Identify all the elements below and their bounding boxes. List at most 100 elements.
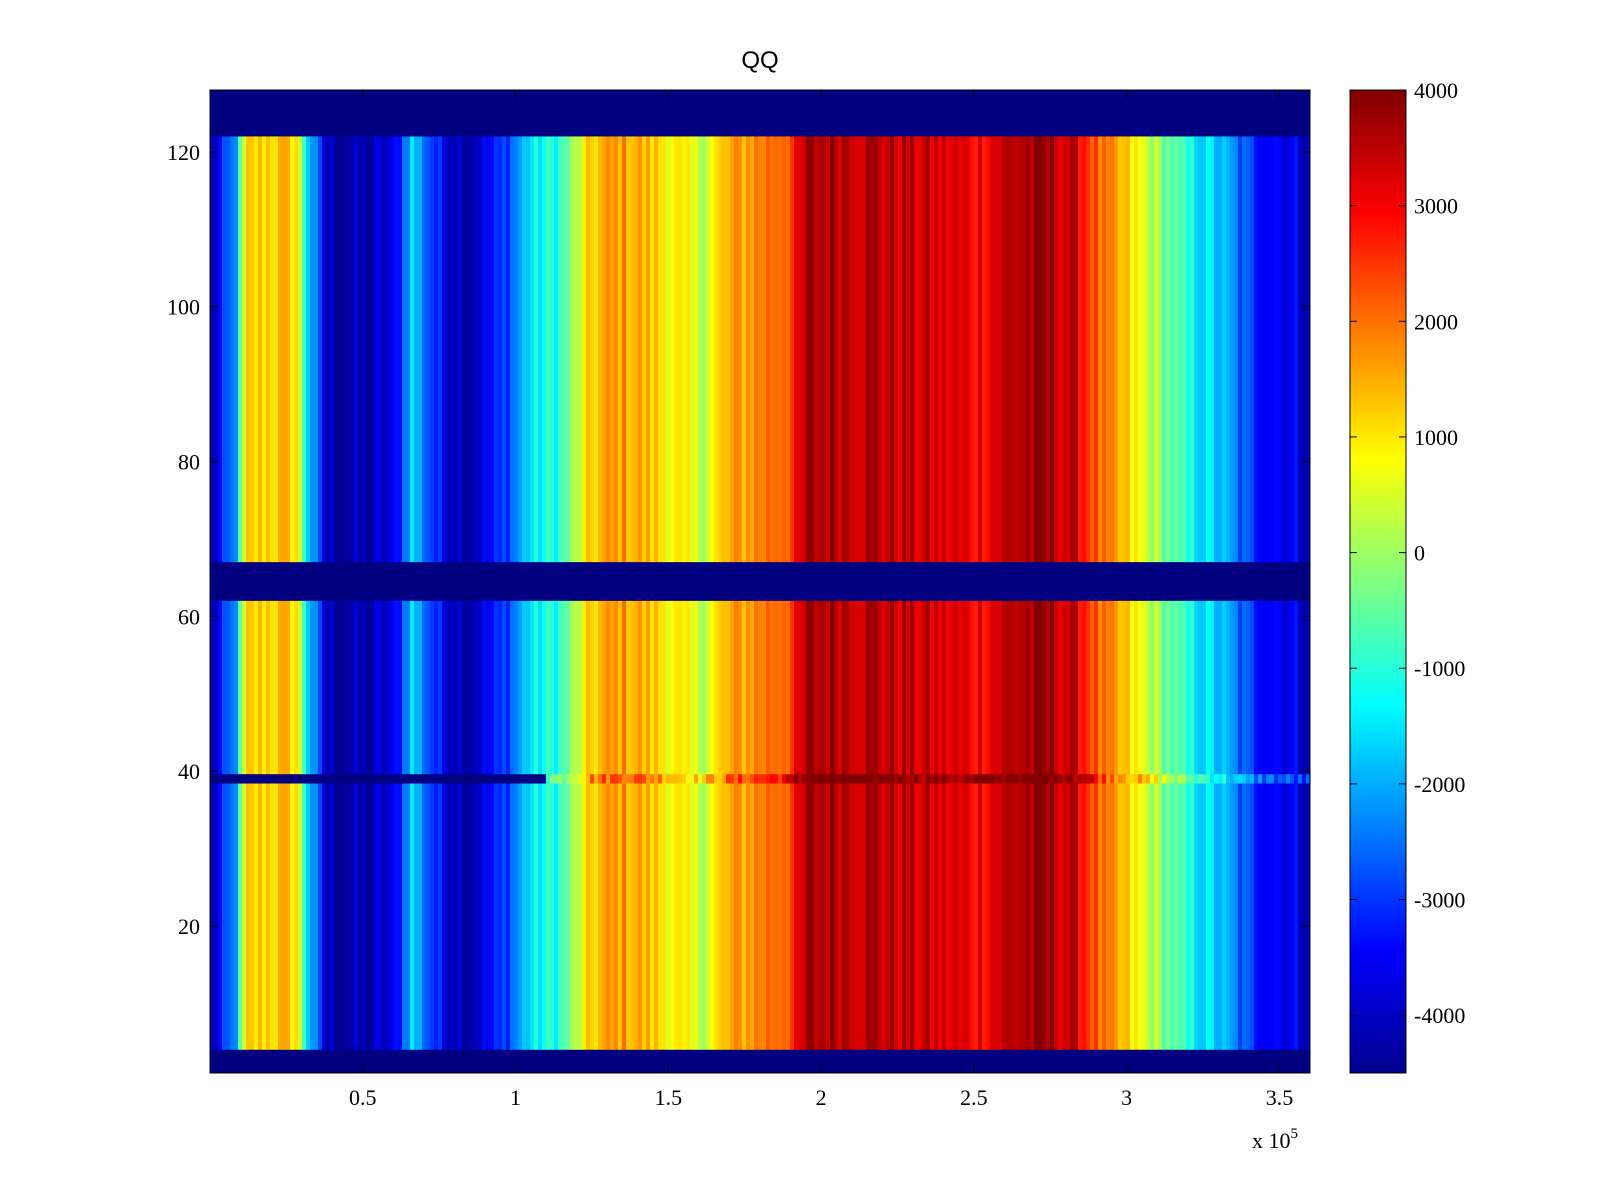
highlight-row-cell xyxy=(1214,774,1219,784)
highlight-row-cell xyxy=(1094,774,1099,784)
highlight-row-cell xyxy=(706,774,711,784)
highlight-row-cell xyxy=(590,774,595,784)
highlight-row-cell xyxy=(510,774,515,784)
empty-row-band xyxy=(210,1049,1310,1073)
highlight-row-cell xyxy=(474,774,479,784)
highlight-row-cell xyxy=(1302,774,1307,784)
highlight-row-cell xyxy=(238,774,243,784)
highlight-row-cell xyxy=(586,774,591,784)
highlight-row-cell xyxy=(906,774,911,784)
highlight-row-cell xyxy=(878,774,883,784)
highlight-row-cell xyxy=(682,774,687,784)
highlight-row-cell xyxy=(1226,774,1231,784)
highlight-row-cell xyxy=(1190,774,1195,784)
highlight-row-cell xyxy=(622,774,627,784)
highlight-row-cell xyxy=(734,774,739,784)
empty-row-band xyxy=(210,90,1310,137)
highlight-row-cell xyxy=(1270,774,1275,784)
highlight-row-cell xyxy=(1110,774,1115,784)
highlight-row-cell xyxy=(618,774,623,784)
highlight-row-cell xyxy=(254,774,259,784)
highlight-row-cell xyxy=(574,774,579,784)
highlight-row-cell xyxy=(674,774,679,784)
highlight-row-cell xyxy=(722,774,727,784)
highlight-row-cell xyxy=(370,774,375,784)
highlight-row-cell xyxy=(362,774,367,784)
highlight-row-cell xyxy=(1290,774,1295,784)
highlight-row-cell xyxy=(1042,774,1047,784)
highlight-row-cell xyxy=(582,774,587,784)
highlight-row-cell xyxy=(714,774,719,784)
highlight-row-cell xyxy=(1306,774,1311,784)
highlight-row-cell xyxy=(1206,774,1211,784)
highlight-row-cell xyxy=(1106,774,1111,784)
highlight-row-cell xyxy=(1146,774,1151,784)
highlighted-row-39 xyxy=(210,774,1311,784)
highlight-row-cell xyxy=(970,774,975,784)
highlight-row-cell xyxy=(926,774,931,784)
highlight-row-cell xyxy=(1126,774,1131,784)
highlight-row-cell xyxy=(774,774,779,784)
highlight-row-cell xyxy=(950,774,955,784)
highlight-row-cell xyxy=(754,774,759,784)
highlight-row-cell xyxy=(986,774,991,784)
highlight-row-cell xyxy=(406,774,411,784)
highlight-row-cell xyxy=(602,774,607,784)
highlight-row-cell xyxy=(790,774,795,784)
highlight-row-cell xyxy=(242,774,247,784)
x-tick-label: 2.5 xyxy=(960,1085,988,1110)
highlight-row-cell xyxy=(738,774,743,784)
highlight-row-cell xyxy=(842,774,847,784)
highlight-row-cell xyxy=(1086,774,1091,784)
highlight-row-cell xyxy=(522,774,527,784)
highlight-row-cell xyxy=(1230,774,1235,784)
highlight-row-cell xyxy=(874,774,879,784)
highlight-row-cell xyxy=(390,774,395,784)
highlight-row-cell xyxy=(662,774,667,784)
highlight-row-cell xyxy=(1274,774,1279,784)
highlight-row-cell xyxy=(282,774,287,784)
highlight-row-cell xyxy=(218,774,223,784)
y-tick-label: 120 xyxy=(167,140,200,165)
highlight-row-cell xyxy=(902,774,907,784)
highlight-row-cell xyxy=(1186,774,1191,784)
highlight-row-cell xyxy=(210,774,215,784)
highlight-row-cell xyxy=(1018,774,1023,784)
highlight-row-cell xyxy=(866,774,871,784)
highlight-row-cell xyxy=(290,774,295,784)
highlight-row-cell xyxy=(414,774,419,784)
highlight-row-cell xyxy=(1034,774,1039,784)
highlight-row-cell xyxy=(482,774,487,784)
highlight-row-cell xyxy=(1294,774,1299,784)
plot-frame xyxy=(209,89,1311,1074)
highlight-row-cell xyxy=(566,774,571,784)
highlight-row-cell xyxy=(518,774,523,784)
highlight-row-cell xyxy=(910,774,915,784)
highlight-row-cell xyxy=(898,774,903,784)
colorbar-tick-label: -1000 xyxy=(1414,656,1465,681)
highlight-row-cell xyxy=(1178,774,1183,784)
highlight-row-cell xyxy=(1102,774,1107,784)
highlight-row-cell xyxy=(762,774,767,784)
highlight-row-cell xyxy=(318,774,323,784)
y-tick-label: 60 xyxy=(178,604,200,629)
highlight-row-cell xyxy=(1130,774,1135,784)
colorbar-tick-label: 1000 xyxy=(1414,425,1458,450)
highlight-row-cell xyxy=(1210,774,1215,784)
y-axis-ticks: 20 40 60 80 100 120 xyxy=(167,140,1310,939)
highlight-row-cell xyxy=(1250,774,1255,784)
highlight-row-cell xyxy=(814,774,819,784)
highlight-row-cell xyxy=(830,774,835,784)
x-tick-label: 3 xyxy=(1121,1085,1132,1110)
highlight-row-cell xyxy=(710,774,715,784)
highlight-row-cell xyxy=(1222,774,1227,784)
highlight-row-cell xyxy=(822,774,827,784)
highlight-row-cell xyxy=(634,774,639,784)
highlight-row-cell xyxy=(1038,774,1043,784)
highlight-row-cell xyxy=(934,774,939,784)
colorbar-ticks: 4000 3000 2000 1000 0 -1000 -2000 -3000 -4000 xyxy=(1350,78,1465,1028)
highlight-row-cell xyxy=(598,774,603,784)
y-tick-label: 20 xyxy=(178,914,200,939)
highlight-row-cell xyxy=(1282,774,1287,784)
highlight-row-cell xyxy=(990,774,995,784)
